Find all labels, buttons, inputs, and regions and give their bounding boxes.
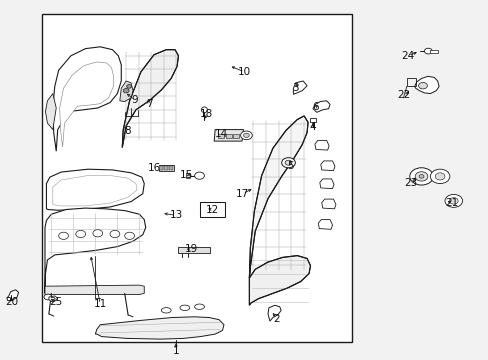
Ellipse shape [201, 107, 207, 113]
Polygon shape [320, 161, 334, 171]
Polygon shape [318, 220, 332, 229]
Polygon shape [319, 179, 333, 189]
Circle shape [93, 230, 102, 237]
Bar [41, 14, 351, 342]
Bar [169, 166, 173, 170]
Text: 18: 18 [199, 109, 213, 120]
Text: 6: 6 [311, 102, 318, 112]
Polygon shape [120, 81, 133, 102]
Polygon shape [185, 173, 189, 178]
Polygon shape [414, 76, 438, 94]
Polygon shape [95, 317, 224, 339]
Polygon shape [267, 305, 281, 321]
Text: 8: 8 [123, 126, 130, 136]
Polygon shape [293, 81, 306, 94]
Circle shape [418, 82, 427, 89]
Circle shape [444, 194, 462, 207]
Circle shape [44, 294, 52, 300]
Text: 25: 25 [49, 297, 63, 307]
Text: 11: 11 [93, 299, 107, 309]
Circle shape [123, 89, 129, 93]
Circle shape [285, 160, 291, 165]
Circle shape [194, 172, 204, 179]
Polygon shape [46, 169, 144, 210]
Text: 5: 5 [287, 161, 294, 171]
Bar [178, 247, 210, 253]
Text: 21: 21 [445, 198, 458, 208]
Circle shape [281, 158, 295, 168]
Circle shape [110, 230, 120, 238]
Bar [225, 134, 231, 138]
Text: 10: 10 [238, 67, 250, 77]
Text: 19: 19 [184, 244, 198, 254]
Text: 23: 23 [403, 178, 417, 188]
Polygon shape [45, 285, 144, 294]
Circle shape [414, 172, 427, 181]
Text: 13: 13 [169, 210, 183, 220]
Ellipse shape [180, 305, 189, 310]
Text: 3: 3 [292, 83, 299, 93]
Bar [429, 50, 437, 53]
Polygon shape [122, 50, 178, 148]
Text: 2: 2 [272, 314, 279, 324]
Text: 12: 12 [205, 204, 219, 215]
Circle shape [424, 48, 431, 54]
Polygon shape [45, 208, 145, 293]
Polygon shape [314, 140, 328, 150]
Polygon shape [53, 47, 121, 151]
Bar [218, 134, 224, 138]
Polygon shape [60, 62, 113, 147]
Ellipse shape [161, 307, 171, 313]
Text: 22: 22 [396, 90, 409, 100]
Polygon shape [49, 296, 58, 302]
Circle shape [448, 198, 457, 204]
Bar [232, 134, 238, 138]
Polygon shape [249, 116, 307, 278]
Text: 15: 15 [180, 170, 193, 180]
Polygon shape [45, 94, 56, 130]
Bar [159, 165, 173, 171]
Bar [309, 118, 316, 122]
Polygon shape [321, 199, 335, 209]
Text: 16: 16 [147, 163, 161, 173]
Polygon shape [53, 176, 137, 206]
Polygon shape [312, 101, 329, 112]
Circle shape [76, 230, 85, 238]
Polygon shape [249, 256, 310, 305]
Circle shape [59, 232, 68, 239]
Text: 9: 9 [131, 95, 138, 105]
Bar [164, 166, 168, 170]
Circle shape [243, 133, 249, 138]
Text: 17: 17 [235, 189, 249, 199]
Circle shape [429, 169, 449, 184]
Bar [199, 202, 224, 217]
Text: 20: 20 [5, 297, 18, 307]
Polygon shape [7, 290, 19, 301]
Text: 7: 7 [145, 99, 152, 109]
Circle shape [409, 168, 432, 185]
Text: 4: 4 [309, 122, 316, 132]
Circle shape [434, 173, 444, 180]
Bar [406, 78, 415, 86]
Ellipse shape [194, 304, 204, 310]
Text: 14: 14 [214, 129, 227, 139]
Circle shape [126, 85, 131, 88]
Text: 1: 1 [172, 346, 179, 356]
Circle shape [240, 131, 252, 140]
Bar [159, 166, 163, 170]
Polygon shape [214, 130, 243, 141]
Circle shape [124, 232, 134, 239]
Circle shape [418, 175, 423, 178]
Text: 24: 24 [401, 51, 414, 61]
